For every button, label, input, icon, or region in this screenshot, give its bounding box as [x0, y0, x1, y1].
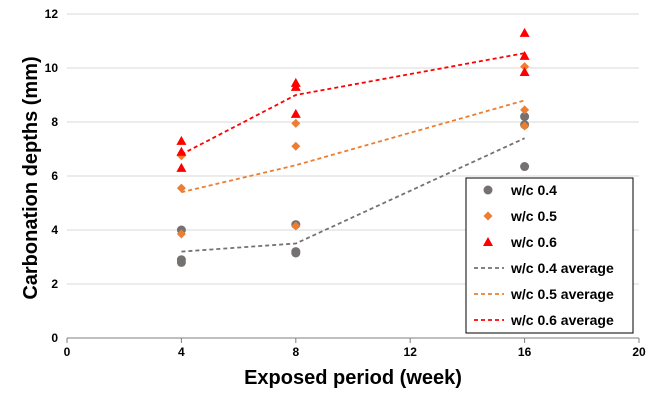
- y-tick-label: 2: [51, 277, 58, 291]
- legend-marker: [483, 237, 493, 246]
- y-axis-title: Carbonation depths (mm): [20, 56, 42, 299]
- data-point: [176, 162, 187, 172]
- legend-label: w/c 0.5 average: [510, 286, 614, 302]
- data-point: [291, 141, 301, 151]
- data-point: [176, 257, 186, 267]
- axes: [66, 337, 640, 343]
- tick-labels: 0 2 4 6 8 10 12 0 4 8 12 16 20: [45, 7, 646, 359]
- data-point: [176, 183, 186, 193]
- y-tick-label: 10: [45, 61, 59, 75]
- data-point: [176, 229, 186, 239]
- data-point: [291, 221, 301, 231]
- data-point: [290, 81, 301, 91]
- y-tick-label: 4: [51, 223, 58, 237]
- data-point: [520, 162, 530, 172]
- average-line: [181, 99, 525, 194]
- data-point: [519, 67, 530, 77]
- x-tick-label: 4: [178, 345, 185, 359]
- data-point: [176, 146, 187, 156]
- x-tick-label: 20: [632, 345, 646, 359]
- y-tick-label: 0: [51, 331, 58, 345]
- y-tick-label: 6: [51, 169, 58, 183]
- data-point: [520, 105, 530, 115]
- legend-label: w/c 0.6 average: [510, 312, 614, 328]
- legend-label: w/c 0.6: [510, 234, 557, 250]
- data-point: [519, 27, 530, 37]
- legend-box: [465, 177, 634, 334]
- data-point: [520, 121, 530, 131]
- y-tick-label: 12: [45, 7, 59, 21]
- data-point: [520, 112, 530, 122]
- average-line: [180, 52, 525, 156]
- y-tick-label: 8: [51, 115, 58, 129]
- data-point: [519, 50, 530, 60]
- legend-marker: [483, 185, 493, 195]
- data-point: [290, 108, 301, 118]
- legend-marker: [483, 211, 493, 221]
- data-point: [176, 135, 187, 145]
- x-tick-label: 0: [64, 345, 71, 359]
- x-tick-label: 12: [404, 345, 418, 359]
- data-marks: [176, 27, 530, 267]
- data-point: [520, 62, 530, 72]
- average-line: [181, 137, 525, 253]
- legend: w/c 0.4 w/c 0.5 w/c 0.6 w/c 0.4 average w/c …: [465, 177, 634, 334]
- legend-label: w/c 0.4 average: [510, 260, 614, 276]
- data-point: [291, 118, 301, 128]
- data-point: [291, 248, 301, 258]
- x-axis-title: Exposed period (week): [244, 367, 462, 389]
- x-tick-label: 16: [518, 345, 532, 359]
- legend-label: w/c 0.5: [510, 208, 557, 224]
- x-tick-label: 8: [292, 345, 299, 359]
- legend-label: w/c 0.4: [510, 182, 557, 198]
